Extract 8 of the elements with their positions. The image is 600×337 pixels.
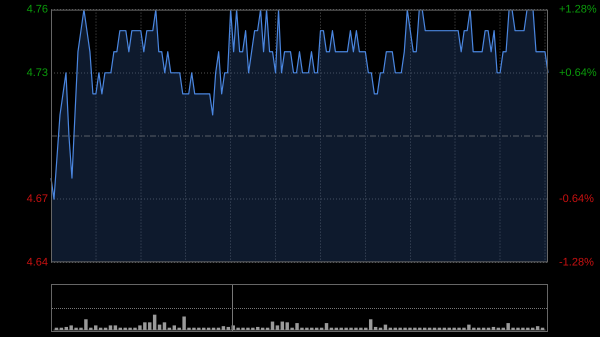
y-tick-label: 4.64 xyxy=(26,256,48,268)
y2-tick-label: +1.28% xyxy=(559,4,597,16)
y-tick-label: 4.73 xyxy=(26,66,48,79)
y-tick-label: 4.67 xyxy=(26,193,48,206)
y2-tick-label: -0.64% xyxy=(559,193,594,206)
y2-tick-label: -1.28% xyxy=(559,256,594,268)
y-tick-label: 4.76 xyxy=(26,4,48,16)
y2-tick-label: +0.64% xyxy=(559,66,597,79)
